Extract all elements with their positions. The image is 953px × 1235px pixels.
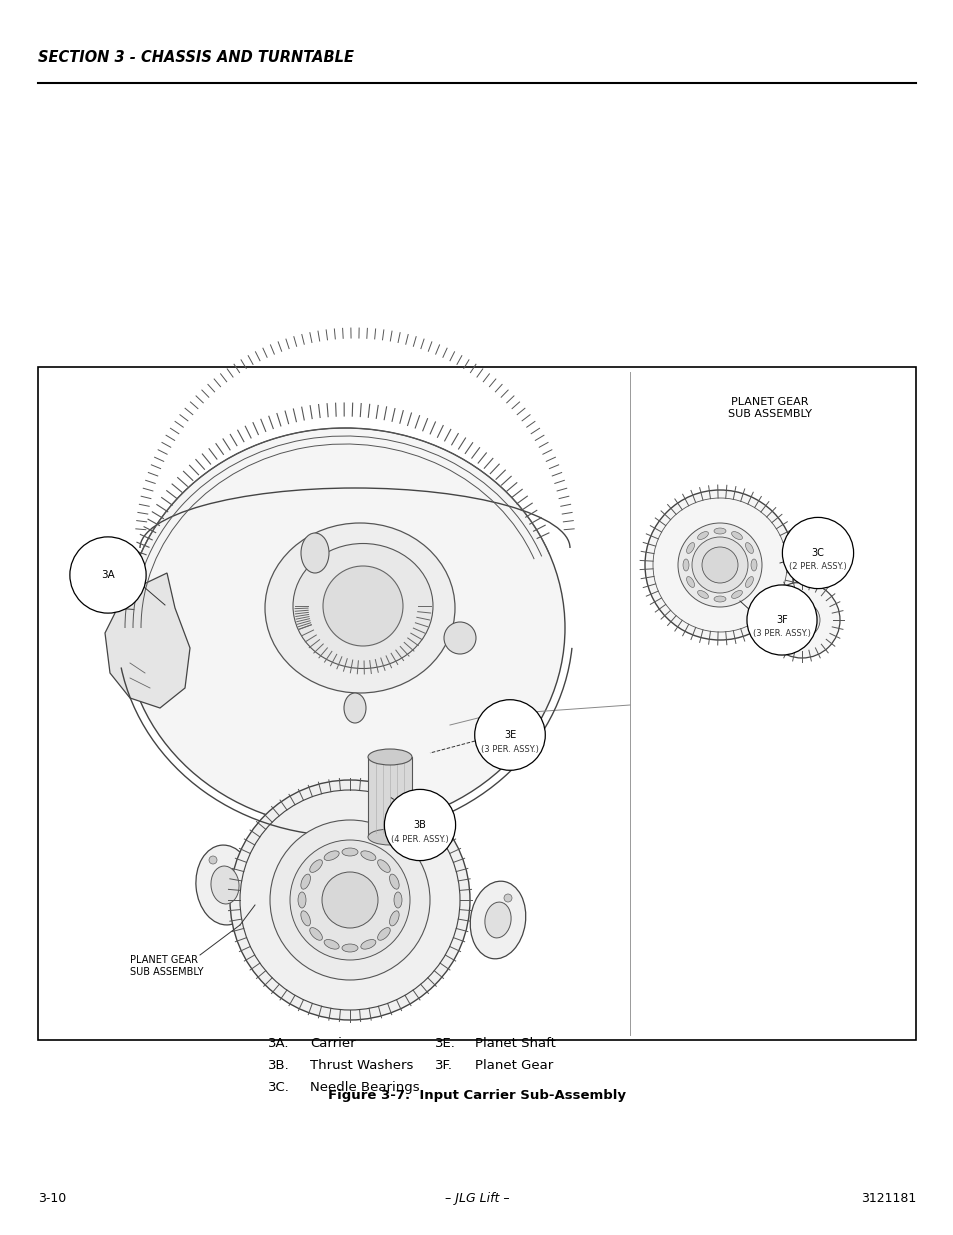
Circle shape — [678, 522, 761, 606]
Ellipse shape — [470, 882, 525, 958]
Text: 3F: 3F — [776, 615, 787, 625]
Ellipse shape — [686, 542, 694, 553]
Text: 3B.: 3B. — [268, 1058, 290, 1072]
Polygon shape — [105, 573, 190, 708]
Text: 3A.: 3A. — [268, 1037, 289, 1050]
Text: Planet Gear: Planet Gear — [475, 1058, 553, 1072]
Ellipse shape — [360, 851, 375, 861]
Ellipse shape — [300, 874, 310, 889]
Ellipse shape — [389, 911, 398, 926]
Text: – JLG Lift –: – JLG Lift – — [444, 1192, 509, 1205]
Ellipse shape — [310, 860, 322, 872]
Ellipse shape — [731, 531, 741, 540]
Ellipse shape — [341, 944, 357, 952]
Circle shape — [783, 601, 820, 638]
Circle shape — [322, 872, 377, 927]
Text: (3 PER. ASSY.): (3 PER. ASSY.) — [752, 629, 810, 638]
Ellipse shape — [484, 902, 511, 937]
Ellipse shape — [697, 531, 708, 540]
Circle shape — [763, 582, 840, 658]
Text: PLANET GEAR
SUB ASSEMBLY: PLANET GEAR SUB ASSEMBLY — [727, 396, 811, 419]
Ellipse shape — [324, 940, 339, 950]
Ellipse shape — [301, 534, 329, 573]
Text: Planet Shaft: Planet Shaft — [475, 1037, 556, 1050]
Circle shape — [270, 820, 430, 981]
Text: (3 PER. ASSY.): (3 PER. ASSY.) — [480, 745, 538, 755]
Ellipse shape — [293, 543, 433, 668]
Bar — [368, 757, 412, 837]
Text: 3121181: 3121181 — [860, 1192, 915, 1205]
Text: SECTION 3 - CHASSIS AND TURNTABLE: SECTION 3 - CHASSIS AND TURNTABLE — [38, 49, 354, 65]
Circle shape — [701, 547, 738, 583]
Circle shape — [792, 611, 810, 629]
Circle shape — [443, 622, 476, 655]
Text: 3E.: 3E. — [435, 1037, 456, 1050]
Circle shape — [290, 840, 410, 960]
Ellipse shape — [265, 522, 455, 693]
Ellipse shape — [686, 577, 694, 588]
Ellipse shape — [394, 892, 401, 908]
Text: 3E: 3E — [503, 730, 516, 740]
Ellipse shape — [360, 940, 375, 950]
Text: 3B: 3B — [414, 820, 426, 830]
Circle shape — [691, 537, 747, 593]
Ellipse shape — [195, 845, 253, 925]
Text: Carrier: Carrier — [310, 1037, 355, 1050]
Ellipse shape — [744, 577, 753, 588]
Circle shape — [503, 894, 512, 902]
Ellipse shape — [713, 597, 725, 601]
Ellipse shape — [750, 559, 757, 571]
Circle shape — [209, 856, 216, 864]
Text: (4 PER. ASSY.): (4 PER. ASSY.) — [391, 835, 449, 844]
Ellipse shape — [368, 748, 412, 764]
Ellipse shape — [744, 542, 753, 553]
Ellipse shape — [377, 927, 390, 940]
Circle shape — [644, 490, 794, 640]
Circle shape — [323, 566, 402, 646]
Text: 3C: 3C — [811, 548, 823, 558]
Ellipse shape — [682, 559, 688, 571]
Ellipse shape — [731, 590, 741, 599]
Text: Needle Bearings: Needle Bearings — [310, 1081, 419, 1094]
Ellipse shape — [713, 529, 725, 534]
Ellipse shape — [310, 927, 322, 940]
Text: 3-10: 3-10 — [38, 1192, 66, 1205]
Ellipse shape — [300, 911, 310, 926]
Text: Figure 3-7.  Input Carrier Sub-Assembly: Figure 3-7. Input Carrier Sub-Assembly — [328, 1089, 625, 1102]
Ellipse shape — [697, 590, 708, 599]
Ellipse shape — [125, 429, 564, 827]
Text: (2 PER. ASSY.): (2 PER. ASSY.) — [788, 562, 846, 571]
Ellipse shape — [368, 829, 412, 845]
Text: Thrust Washers: Thrust Washers — [310, 1058, 413, 1072]
Text: 3A: 3A — [101, 571, 114, 580]
Text: 3F.: 3F. — [435, 1058, 453, 1072]
Ellipse shape — [341, 848, 357, 856]
Circle shape — [230, 781, 470, 1020]
Ellipse shape — [211, 866, 239, 904]
Ellipse shape — [377, 860, 390, 872]
Bar — [38, 367, 915, 1040]
Text: PLANET GEAR
SUB ASSEMBLY: PLANET GEAR SUB ASSEMBLY — [130, 955, 203, 977]
Ellipse shape — [389, 874, 398, 889]
Ellipse shape — [344, 693, 366, 722]
Ellipse shape — [324, 851, 339, 861]
Ellipse shape — [297, 892, 306, 908]
Text: 3C.: 3C. — [268, 1081, 290, 1094]
